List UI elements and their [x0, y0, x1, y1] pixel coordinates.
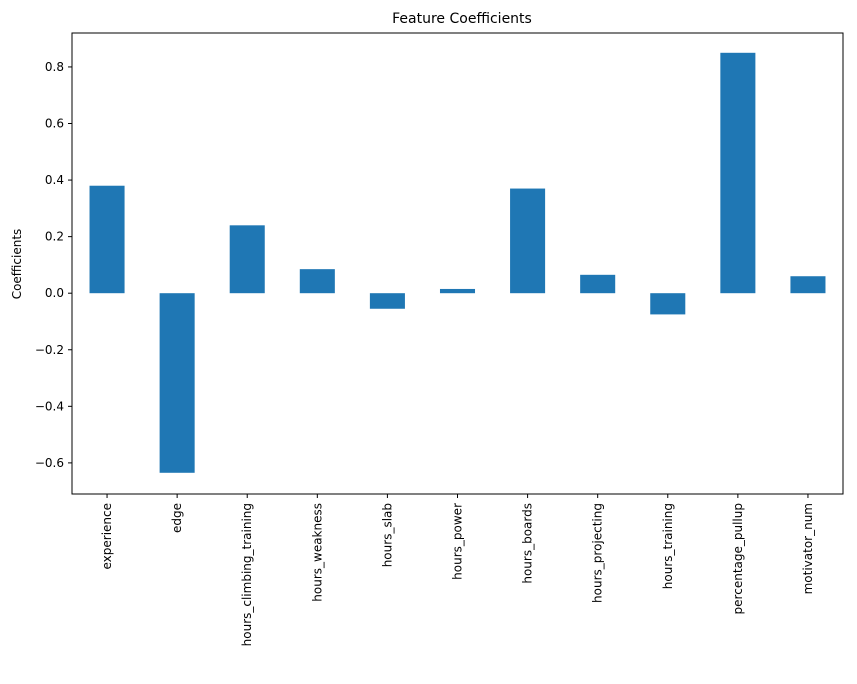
x-tick-label: motivator_num [801, 503, 815, 594]
bar-hours_boards [510, 188, 546, 294]
y-tick-label: 0.0 [45, 286, 64, 300]
y-tick-label: 0.6 [45, 117, 64, 131]
bar-hours_weakness [299, 269, 335, 294]
x-tick-label: hours_boards [521, 503, 535, 584]
bar-hours_power [439, 288, 476, 294]
bars-group [89, 52, 826, 473]
x-tick-label: edge [170, 503, 184, 533]
bar-hours_climbing_training [229, 225, 265, 294]
bar-hours_training [650, 293, 686, 315]
bar-hours_projecting [580, 274, 616, 294]
bar-motivator_num [790, 276, 826, 294]
y-tick-label: 0.4 [45, 173, 64, 187]
plot-frame [71, 32, 844, 495]
chart-title: Feature Coefficients [392, 11, 532, 27]
bar-experience [89, 185, 125, 294]
x-tick-label: hours_power [451, 503, 465, 580]
y-tick-label: 0.8 [45, 60, 64, 74]
y-axis-label: Coefficients [10, 229, 24, 300]
y-tick-label: −0.6 [35, 456, 64, 470]
bar-hours_slab [369, 293, 405, 309]
y-tick-label: −0.2 [35, 343, 64, 357]
x-tick-label: hours_climbing_training [240, 503, 254, 646]
bar-edge [159, 293, 195, 473]
x-tick-label: hours_training [661, 503, 675, 589]
x-tick-label: hours_projecting [591, 503, 605, 603]
y-axis-ticks: −0.6 −0.4 −0.2 0.0 0.2 0.4 0.6 0.8 [35, 60, 72, 470]
x-tick-label: percentage_pullup [731, 503, 745, 614]
y-tick-label: 0.2 [45, 230, 64, 244]
x-axis-ticks: experience edge hours_climbing_training hou… [100, 494, 815, 646]
y-tick-label: −0.4 [35, 399, 64, 413]
x-tick-label: hours_weakness [310, 503, 324, 602]
x-tick-label: experience [100, 503, 114, 570]
x-tick-label: hours_slab [380, 503, 394, 567]
bar-percentage_pullup [720, 52, 756, 294]
